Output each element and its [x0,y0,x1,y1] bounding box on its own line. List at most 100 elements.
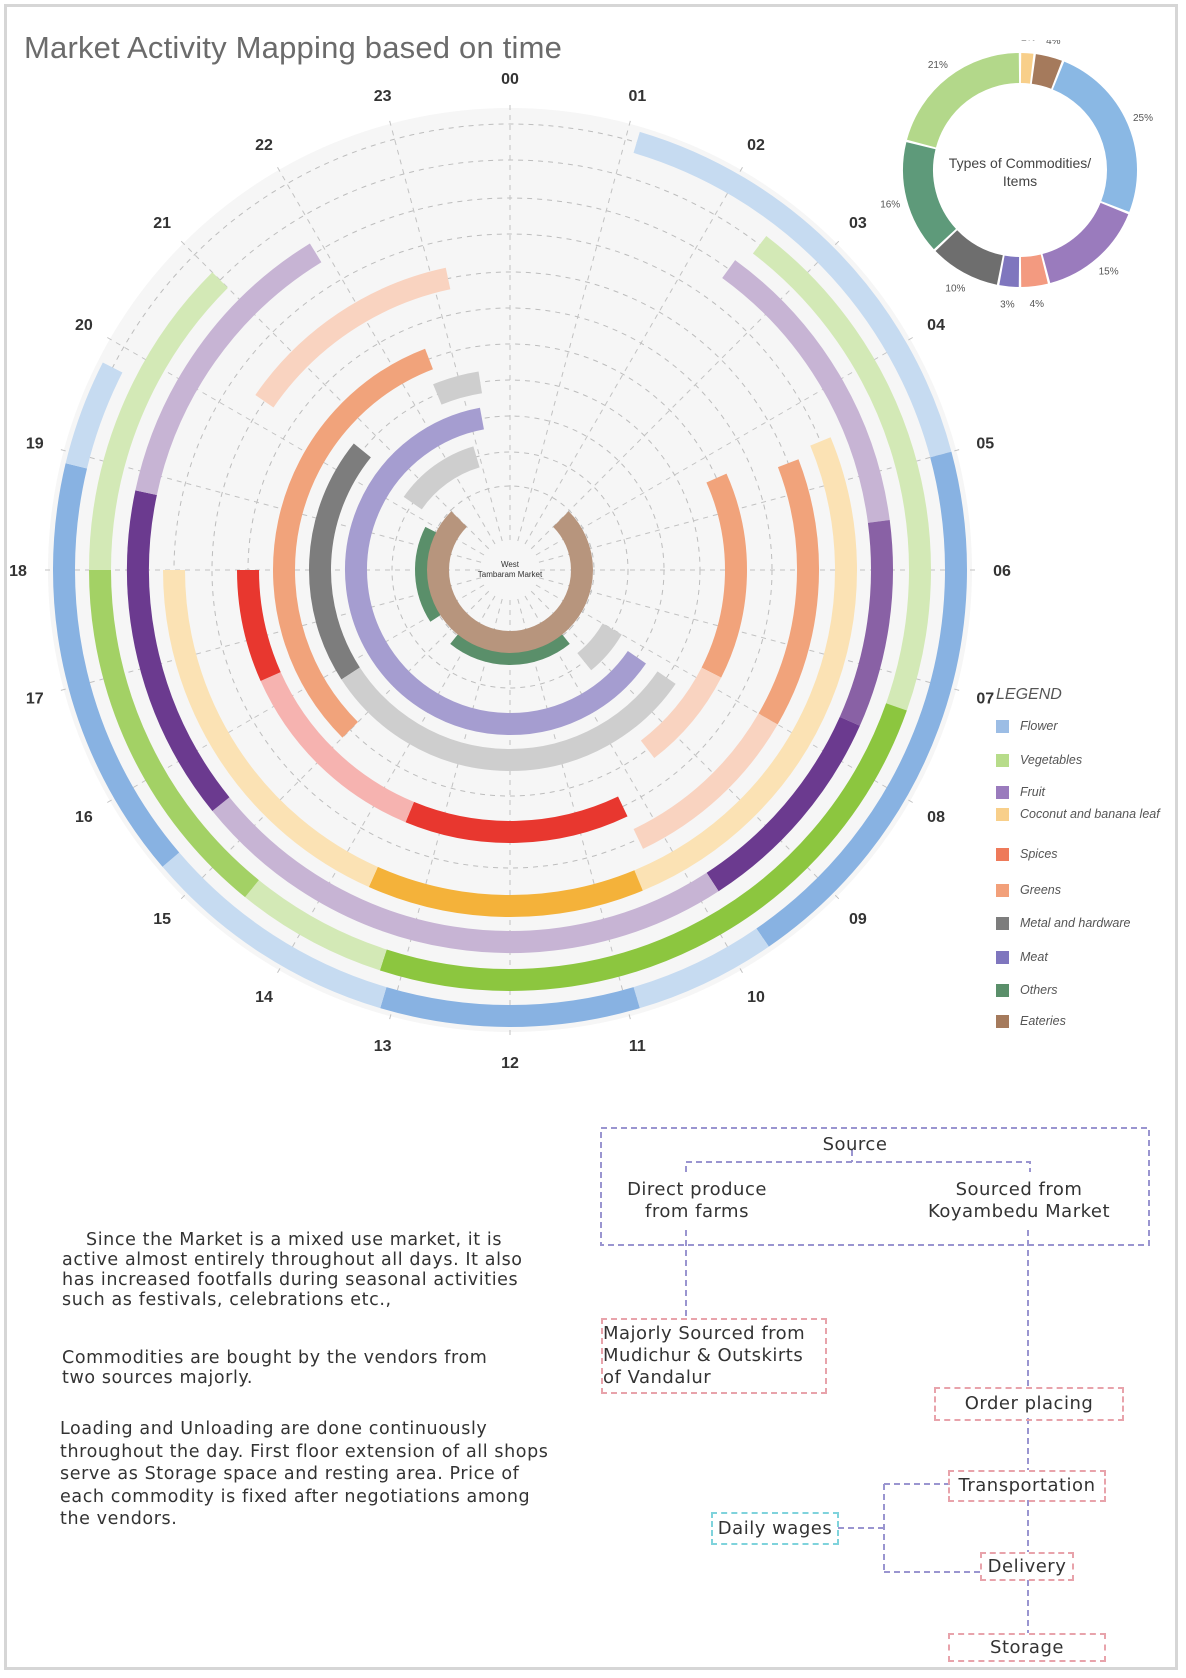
flow-daily-wages: Daily wages [711,1512,839,1545]
legend-swatch-others [996,984,1009,997]
hour-spoke [57,577,482,692]
donut-slice-label: 25% [1133,113,1153,124]
hour-label: 18 [9,563,27,580]
center-label: Tambaram Market [478,570,543,579]
activity-arc-metal-and-hardware [577,623,622,671]
hour-spoke [178,590,490,902]
flow-koyambedu: Sourced from Koyambedu Market [927,1179,1111,1222]
center-label: West [501,560,520,569]
legend-swatch-flower [996,720,1009,733]
activity-arc-metal-and-hardware [433,371,483,405]
page-frame [4,4,1178,1670]
legend-label: Flower [1020,719,1058,733]
donut-slice-label: 21% [928,60,948,71]
legend-label: Coconut and banana leaf [1020,807,1160,821]
activity-arc-greens [633,713,778,849]
legend-swatch-metal [996,917,1009,930]
donut-title: Types of Commodities/ [949,155,1091,171]
hour-label: 21 [153,215,171,232]
hour-label: 22 [255,137,273,154]
legend-label: Metal and hardware [1020,916,1131,930]
flow-transportation: Transportation [948,1470,1106,1502]
activity-arc-others [450,626,570,665]
activity-arc-fruit [135,243,322,495]
legend-swatch-coconut [996,808,1009,821]
activity-arc-greens [273,348,433,738]
legend-item: Greens [996,882,1166,898]
legend-swatch-fruit [996,786,1009,799]
flow-mudichur-box: Majorly Sourced from Mudichur & Outskirt… [601,1318,827,1394]
hour-spoke [535,584,916,805]
donut-slice [906,53,1020,148]
hour-label: 06 [993,563,1011,580]
hour-label: 17 [26,690,44,707]
activity-arc-fruit [839,520,893,726]
connector-source [685,1150,1031,1172]
activity-arc-vegetables [89,569,259,898]
hour-spoke [275,164,496,545]
flow-storage: Storage [948,1633,1106,1662]
activity-arc-flower [633,928,769,1009]
legend-label: Meat [1020,950,1048,964]
flow-direct-produce: Direct produce from farms [627,1179,767,1222]
donut-slice [1052,61,1137,212]
donut-title: Items [1003,173,1037,189]
activity-arc-vegetables [89,272,228,571]
activity-arc-greens [640,667,722,759]
activity-arc-spices [237,569,281,682]
hour-spoke [517,117,632,542]
legend-label: Vegetables [1020,753,1083,767]
flow-order-placing: Order placing [934,1387,1124,1421]
hour-spoke [388,598,503,1023]
legend-label: Eateries [1020,1014,1066,1028]
legend-item: Metal and hardware [996,915,1166,931]
activity-arc-flower [53,463,180,867]
hour-spoke [530,590,842,902]
activity-arc-eateries [427,511,593,653]
hour-spoke [535,335,916,556]
description-paragraph-3: Loading and Unloading are done continuou… [60,1418,560,1531]
legend-label: Spices [1020,847,1058,861]
activity-arc-flower [65,362,123,469]
hour-label: 08 [927,809,945,826]
hour-spoke [538,448,963,563]
hour-label: 23 [374,88,392,105]
activity-arc-meat [345,407,646,735]
activity-arc-coconut-and-banana-leaf [634,437,857,891]
activity-arc-vegetables [245,880,387,971]
hour-label: 12 [501,1055,519,1072]
activity-arc-greens [758,459,819,725]
legend-item: Vegetables [996,752,1166,768]
legend-item: Others [996,982,1166,998]
activity-arc-metal-and-hardware [309,443,371,680]
legend-swatch-vegetables [996,754,1009,767]
legend-item: Eateries [996,1013,1166,1029]
activity-arc-vegetables [379,703,907,991]
description-paragraph-1: Since the Market is a mixed use market, … [62,1230,542,1310]
hour-spoke [530,238,842,550]
donut-slice-label: 4% [1030,299,1045,310]
activity-arc-metal-and-hardware [341,667,676,771]
donut-slice-label: 4% [1046,40,1061,47]
hour-label: 09 [849,911,867,928]
hour-spoke [388,117,503,542]
hour-label: 07 [976,690,994,707]
legend-item: Meat [996,949,1166,965]
activity-arc-greens [255,267,451,408]
page-title: Market Activity Mapping based on time [24,30,563,65]
hour-spoke [517,598,632,1023]
activity-arc-fruit [706,716,860,892]
hour-label: 01 [628,88,646,105]
radial-activity-chart: 00 01 02 03 04 05 06 07 08 09 10 11 12 13 14 15 16 17 18 19… [9,71,1011,1072]
hour-label: 19 [26,436,44,453]
activity-arc-flower [756,451,967,947]
grid-ring [391,451,629,689]
source-box-outline [600,1127,1150,1246]
hour-label: 11 [629,1038,646,1055]
hour-label: 00 [501,71,519,88]
legend-swatch-eateries [996,1015,1009,1028]
donut-slice [1020,53,1034,84]
paragraph-text: Loading and Unloading are done continuou… [60,1419,549,1529]
legend-item: Fruit [996,784,1166,800]
